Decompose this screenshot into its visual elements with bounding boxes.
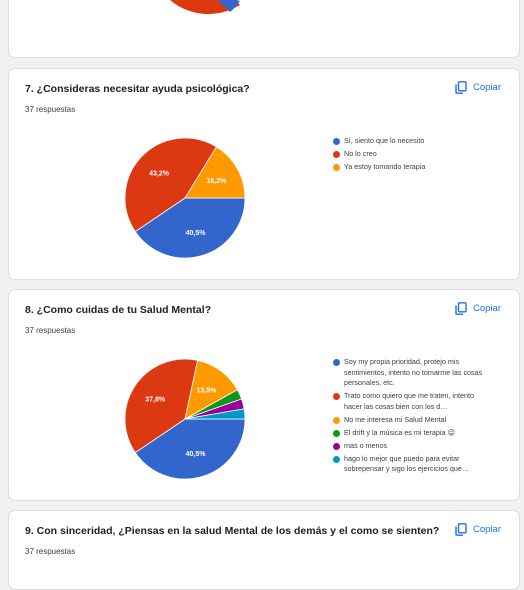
legend-swatch xyxy=(333,359,340,366)
legend-swatch xyxy=(333,138,340,145)
pie-slice-label: 40,5% xyxy=(186,230,207,237)
legend-label: mas o menos xyxy=(344,440,388,450)
pie-slice-label: 37,8% xyxy=(145,396,166,403)
legend-label: Soy my propia prioridad, protejo mis sen… xyxy=(344,357,483,387)
pie-chart-q7: 40,5% 43,2% 16,2% xyxy=(124,137,246,259)
legend-swatch xyxy=(333,164,340,171)
question-title: 8. ¿Como cuidas de tu Salud Mental? xyxy=(25,304,212,316)
legend-swatch xyxy=(333,416,340,424)
copy-icon xyxy=(455,302,467,315)
copy-icon xyxy=(455,523,467,536)
legend-item: Sí, siento que lo necesito xyxy=(333,136,493,147)
legend-item: Soy my propia prioridad, protejo mis sen… xyxy=(333,357,493,389)
pie-slice-label: 13,5% xyxy=(196,388,217,395)
legend-item: hago lo mejor que puedo para evitar sobr… xyxy=(333,454,493,475)
response-count: 37 respuestas xyxy=(25,547,76,556)
copy-label: Copiar xyxy=(473,303,501,314)
legend-label: No lo creo xyxy=(344,149,377,158)
previous-pie-chart-fragment xyxy=(169,0,240,14)
pie-slice xyxy=(124,358,199,454)
question-9-card: 9. Con sinceridad, ¿Piensas en la salud … xyxy=(8,510,520,590)
pie-slice-label: 16,2% xyxy=(206,178,227,185)
pie-slice xyxy=(134,418,246,480)
legend-swatch xyxy=(333,429,340,437)
legend-item: El drift y la música es mi terapia 😜 xyxy=(333,428,493,439)
legend-swatch xyxy=(333,455,340,463)
pie-slice xyxy=(124,137,218,233)
copy-chart-button[interactable]: Copiar xyxy=(455,523,501,536)
legend-q8: Soy my propia prioridad, protejo mis sen… xyxy=(333,357,493,477)
question-7-card: 7. ¿Consideras necesitar ayuda psicológi… xyxy=(8,68,520,280)
pie-chart-q8: 40,5% 37,8% 13,5% xyxy=(124,358,246,480)
legend-swatch xyxy=(333,442,340,450)
legend-label: No me interesa mi Salud Mental xyxy=(344,414,447,424)
copy-label: Copiar xyxy=(473,524,501,535)
pie-slice xyxy=(184,146,246,199)
copy-icon xyxy=(455,81,467,94)
legend-q7: Sí, siento que lo necesito No lo creo Ya… xyxy=(333,136,493,175)
legend-swatch xyxy=(333,393,340,400)
legend-label: Trato como quiero que me traten, intento… xyxy=(344,391,474,411)
legend-item: No lo creo xyxy=(333,149,493,160)
pie-slice-label: 40,5% xyxy=(186,451,207,458)
response-count: 37 respuestas xyxy=(25,105,76,114)
pie-slice-label: 43,2% xyxy=(149,171,170,178)
legend-label: El drift y la música es mi terapia 😜 xyxy=(344,427,455,437)
response-count: 37 respuestas xyxy=(25,326,76,335)
copy-chart-button[interactable]: Copiar xyxy=(455,81,501,94)
legend-item: No me interesa mi Salud Mental xyxy=(333,415,493,426)
legend-item: mas o menos xyxy=(333,441,493,452)
pie-slice xyxy=(184,408,246,420)
previous-question-card xyxy=(8,0,520,58)
copy-label: Copiar xyxy=(473,82,501,93)
question-8-card: 8. ¿Como cuidas de tu Salud Mental? 37 r… xyxy=(8,289,520,501)
legend-swatch xyxy=(333,151,340,158)
question-title: 7. ¿Consideras necesitar ayuda psicológi… xyxy=(25,83,250,95)
legend-item: Trato como quiero que me traten, intento… xyxy=(333,391,493,412)
legend-label: hago lo mejor que puedo para evitar sobr… xyxy=(344,453,470,474)
pie-slice xyxy=(134,197,246,259)
previous-pie-blue-slice xyxy=(218,0,240,12)
legend-label: Ya estoy tomando terapia xyxy=(344,162,426,171)
legend-label: Sí, siento que lo necesito xyxy=(344,136,425,145)
copy-chart-button[interactable]: Copiar xyxy=(455,302,501,315)
question-title: 9. Con sinceridad, ¿Piensas en la salud … xyxy=(25,525,440,537)
legend-item: Ya estoy tomando terapia xyxy=(333,162,493,173)
